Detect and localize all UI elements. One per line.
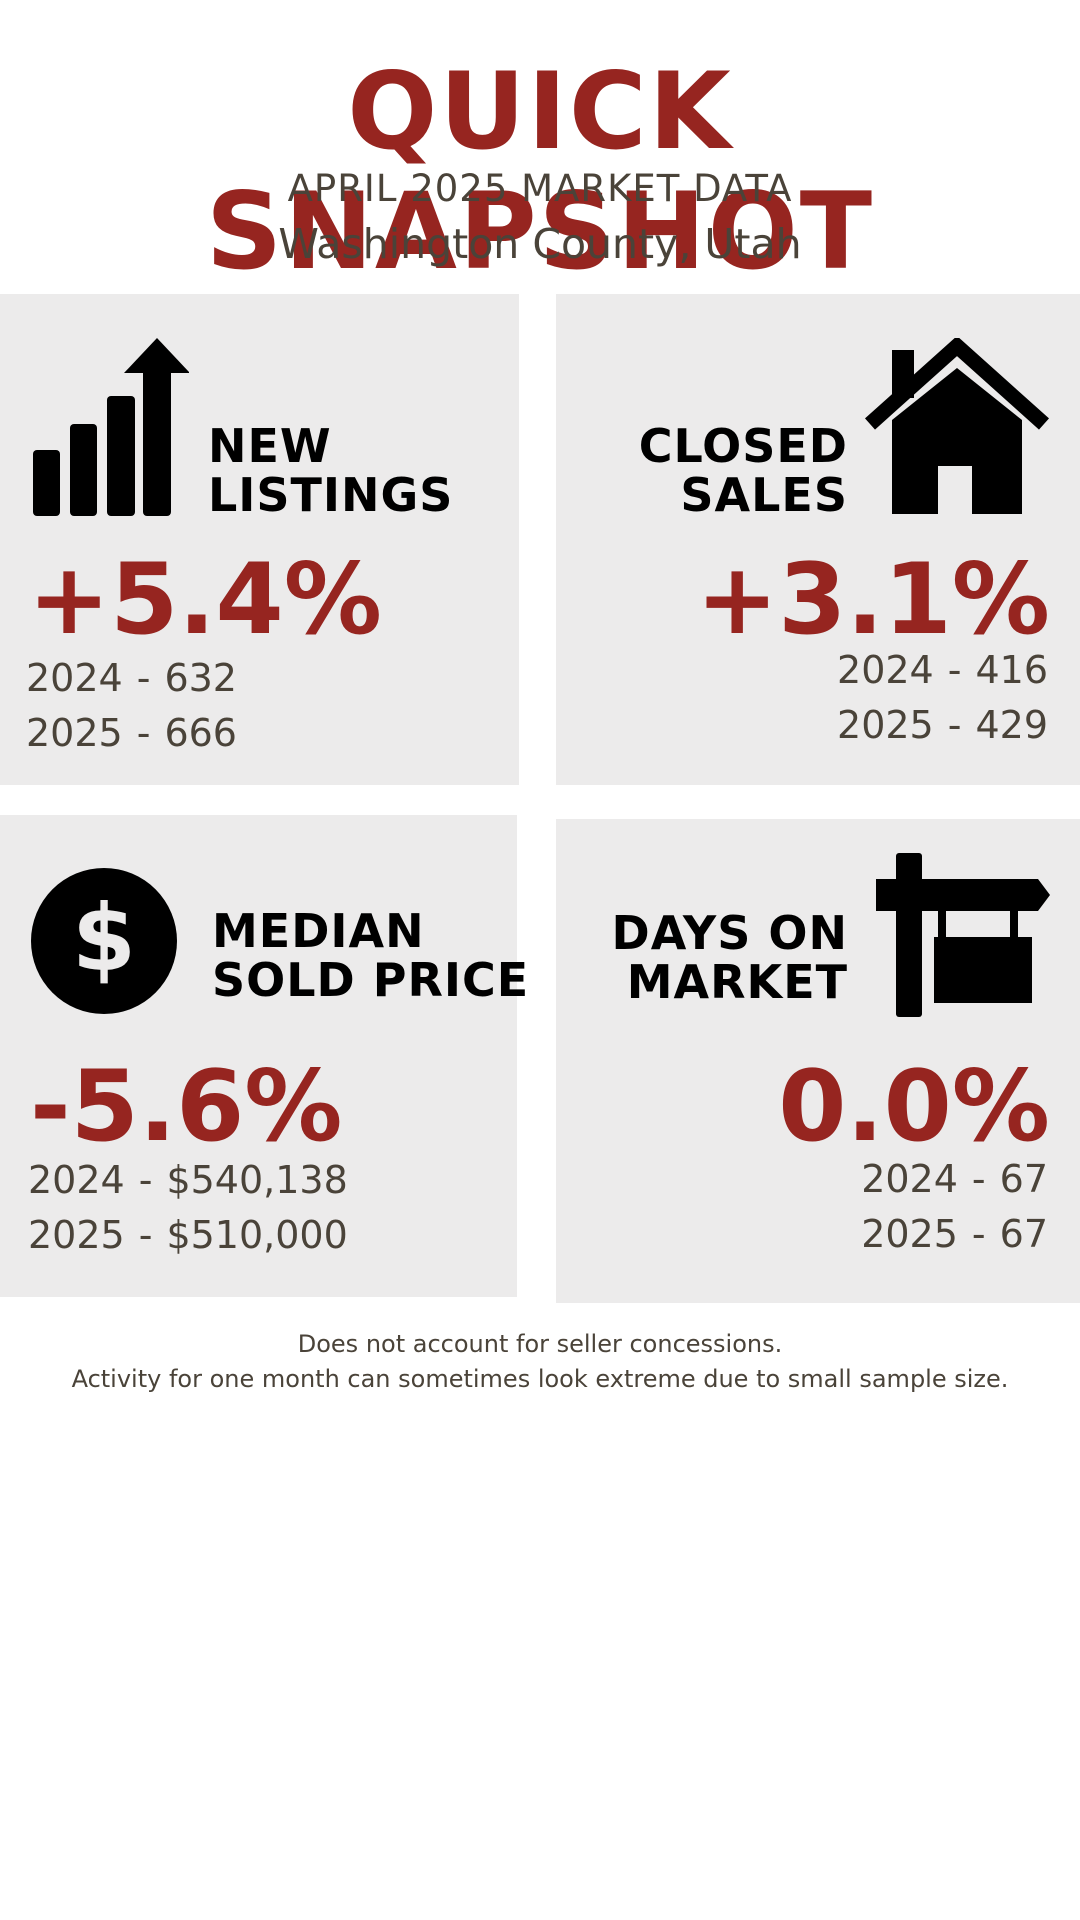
closed-sales-card: CLOSED SALES +3.1% 2024-416 2025-429	[556, 294, 1080, 785]
footnote-sample-size: Activity for one month can sometimes loo…	[71, 1365, 1009, 1393]
dollar-icon: $	[31, 868, 177, 1014]
median-sold-price-row-2024: 2024- $540,138	[28, 1158, 348, 1202]
footnote-concessions: Does not account for seller concessions.	[297, 1330, 783, 1358]
days-on-market-row-2025: 2025-67	[861, 1212, 1048, 1256]
location-label: Washington County, Utah	[278, 220, 802, 268]
svg-text:$: $	[72, 885, 136, 992]
new-listings-card: NEW LISTINGS +5.4% 2024-632 2025-666	[0, 294, 519, 785]
closed-sales-row-2024: 2024-416	[837, 648, 1048, 692]
new-listings-row-2025: 2025-666	[26, 711, 237, 755]
closed-sales-change: +3.1%	[696, 543, 1050, 657]
new-listings-title: NEW LISTINGS	[208, 419, 454, 522]
house-icon	[864, 338, 1050, 514]
median-sold-price-title: MEDIAN SOLD PRICE	[212, 904, 530, 1007]
closed-sales-title: CLOSED SALES	[638, 419, 848, 522]
new-listings-row-2024: 2024-632	[26, 656, 237, 700]
days-on-market-card: DAYS ON MARKET 0.0% 2024-67 2025-67	[556, 819, 1080, 1303]
bar-chart-arrow-icon	[33, 338, 189, 516]
page-subtitle: APRIL 2025 MARKET DATA	[287, 167, 793, 210]
days-on-market-title: DAYS ON MARKET	[611, 906, 848, 1009]
closed-sales-row-2025: 2025-429	[837, 703, 1048, 747]
page-title: QUICK SNAPSHOT	[205, 50, 875, 293]
new-listings-change: +5.4%	[28, 543, 382, 657]
median-sold-price-row-2025: 2025- $510,000	[28, 1213, 348, 1257]
days-on-market-change: 0.0%	[778, 1050, 1050, 1164]
median-sold-price-card: $ MEDIAN SOLD PRICE -5.6% 2024- $540,138 …	[0, 815, 528, 1297]
sign-post-icon	[876, 853, 1050, 1017]
days-on-market-row-2024: 2024-67	[861, 1157, 1048, 1201]
median-sold-price-change: -5.6%	[30, 1050, 343, 1164]
